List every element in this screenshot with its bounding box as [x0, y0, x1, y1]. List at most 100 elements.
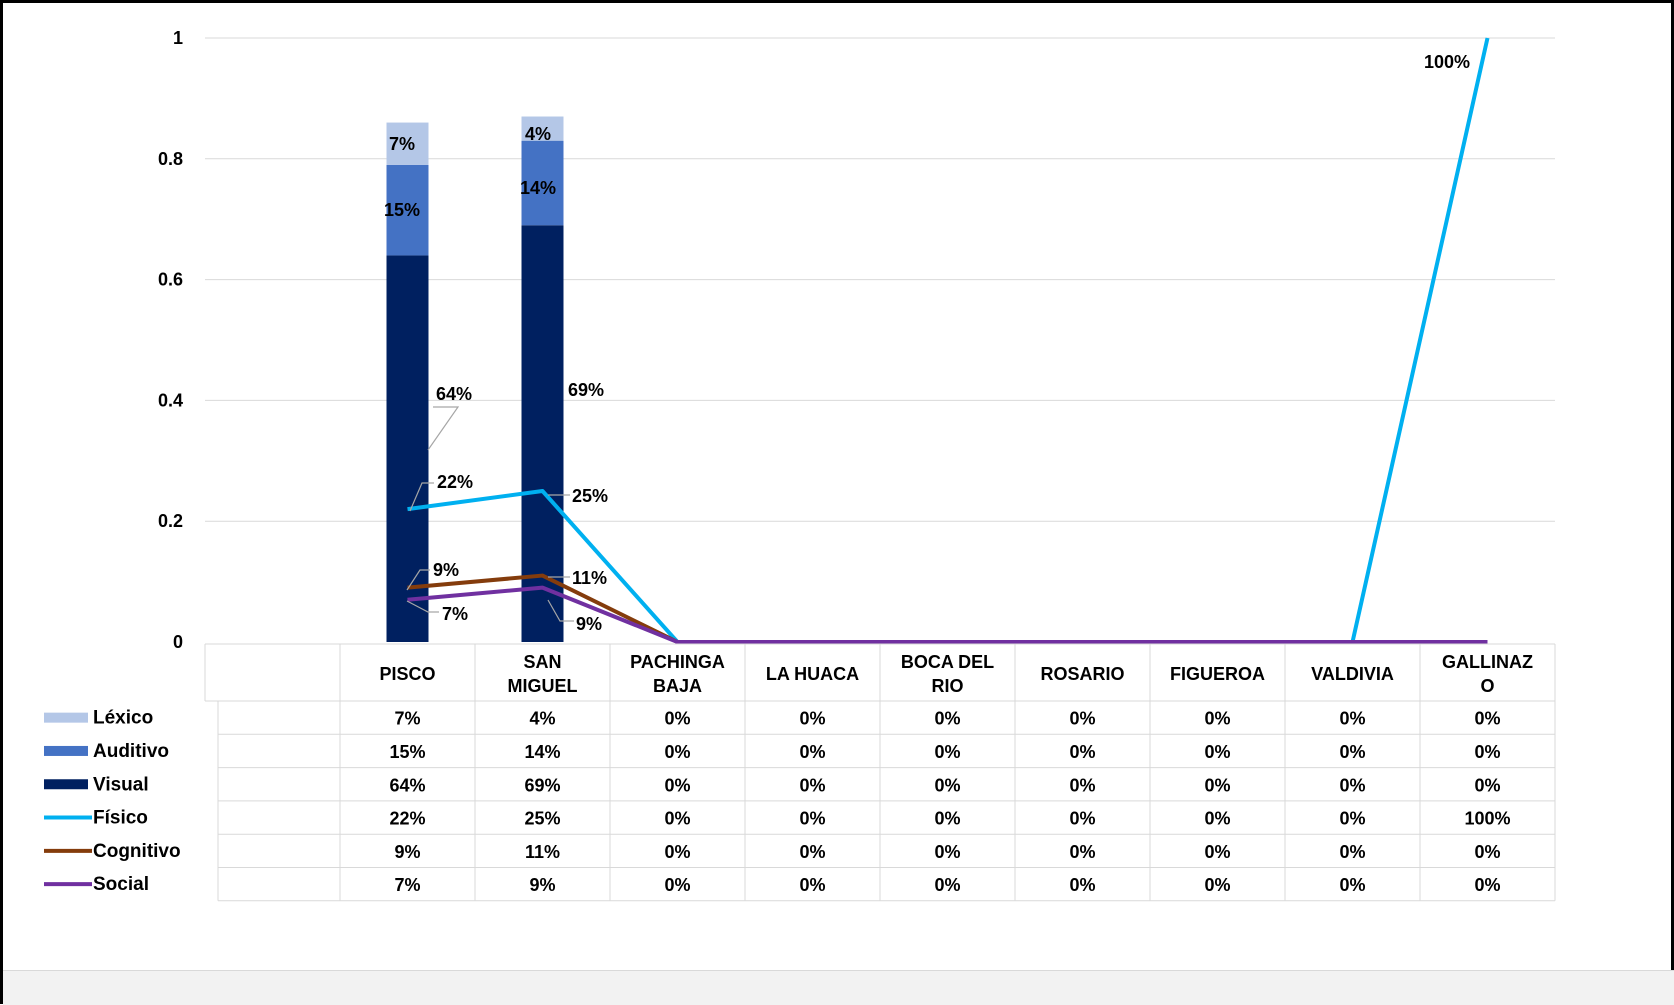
line-fisico — [407, 37, 1490, 644]
legend-label-fisico: Físico — [93, 808, 148, 829]
x-tick-boca-del-rio-line-2: RIO — [931, 676, 963, 696]
y-tick-0: 0 — [173, 632, 183, 652]
cell-lexico-san-miguel: 4% — [529, 709, 555, 729]
cell-fisico-figueroa: 0% — [1204, 809, 1230, 829]
cell-social-boca-del-rio: 0% — [934, 875, 960, 895]
y-axis: 0 0.2 0.4 0.6 0.8 1 — [158, 28, 183, 652]
legend-key-visual — [44, 779, 88, 790]
bar-series — [386, 116, 564, 643]
label-fisico-pisco: 22% — [437, 472, 473, 492]
cell-visual-rosario: 0% — [1069, 775, 1095, 795]
cell-visual-gallinazo: 0% — [1474, 775, 1500, 795]
label-visual-san-miguel: 69% — [568, 380, 604, 400]
cell-cognitivo-valdivia: 0% — [1339, 842, 1365, 862]
leader-social-pisco — [406, 600, 439, 613]
cell-lexico-la-huaca: 0% — [799, 709, 825, 729]
x-tick-pisco: PISCO — [379, 664, 435, 684]
cell-auditivo-san-miguel: 14% — [524, 742, 560, 762]
cell-auditivo-gallinazo: 0% — [1474, 742, 1500, 762]
cell-visual-pachinga-baja: 0% — [664, 775, 690, 795]
label-lexico-pisco: 7% — [389, 134, 415, 154]
legend-label-social: Social — [93, 874, 149, 895]
bar-auditivo-pisco — [386, 164, 429, 256]
leader-visual-pisco — [427, 406, 460, 451]
label-cognitivo-san-miguel: 11% — [572, 568, 607, 588]
x-tick-valdivia: VALDIVIA — [1311, 664, 1394, 684]
cell-cognitivo-figueroa: 0% — [1204, 842, 1230, 862]
data-table: PISCO SAN MIGUEL PACHINGA BAJA LA HUACA BOCA D… — [44, 643, 1556, 902]
cell-visual-figueroa: 0% — [1204, 775, 1230, 795]
cell-cognitivo-pachinga-baja: 0% — [664, 842, 690, 862]
cell-fisico-pachinga-baja: 0% — [664, 809, 690, 829]
cell-fisico-boca-del-rio: 0% — [934, 809, 960, 829]
x-tick-pachinga-baja-line-1: PACHINGA — [630, 652, 725, 672]
label-fisico-san-miguel: 25% — [572, 486, 608, 506]
x-tick-boca-del-rio-line-1: BOCA DEL — [901, 652, 994, 672]
cell-lexico-pachinga-baja: 0% — [664, 709, 690, 729]
cell-social-gallinazo: 0% — [1474, 875, 1500, 895]
cell-social-la-huaca: 0% — [799, 875, 825, 895]
cell-fisico-valdivia: 0% — [1339, 809, 1365, 829]
cell-social-rosario: 0% — [1069, 875, 1095, 895]
x-tick-figueroa: FIGUEROA — [1170, 664, 1265, 684]
cell-visual-la-huaca: 0% — [799, 775, 825, 795]
cell-cognitivo-san-miguel: 11% — [525, 842, 560, 862]
legend-key-lexico — [44, 712, 88, 723]
leader-fisico-pisco — [409, 482, 434, 512]
cell-visual-pisco: 64% — [389, 775, 425, 795]
cell-social-san-miguel: 9% — [529, 875, 555, 895]
line-social — [407, 585, 1488, 644]
cell-fisico-pisco: 22% — [389, 809, 425, 829]
cell-social-pachinga-baja: 0% — [664, 875, 690, 895]
cell-lexico-gallinazo: 0% — [1474, 709, 1500, 729]
cell-auditivo-valdivia: 0% — [1339, 742, 1365, 762]
cell-auditivo-figueroa: 0% — [1204, 742, 1230, 762]
line-series — [407, 37, 1490, 644]
bar-auditivo-san-miguel — [521, 140, 564, 226]
gridlines — [205, 37, 1555, 522]
x-tick-gallinazo-line-2: O — [1480, 676, 1494, 696]
cell-social-figueroa: 0% — [1204, 875, 1230, 895]
legend-key-auditivo — [44, 745, 88, 756]
bar-visual-san-miguel — [521, 225, 564, 643]
data-labels: 7% 15% 64% 22% 9% 7% 4% 14% 69% 25% 11% 9% 100% — [384, 52, 1470, 634]
cell-social-valdivia: 0% — [1339, 875, 1365, 895]
cell-auditivo-rosario: 0% — [1069, 742, 1095, 762]
cell-cognitivo-gallinazo: 0% — [1474, 842, 1500, 862]
x-tick-san-miguel-line-1: SAN — [523, 652, 561, 672]
cell-auditivo-pachinga-baja: 0% — [664, 742, 690, 762]
label-fisico-gallinazo: 100% — [1424, 52, 1470, 72]
cell-cognitivo-pisco: 9% — [394, 842, 420, 862]
label-visual-pisco: 64% — [436, 384, 472, 404]
bar-visual-pisco — [386, 255, 429, 642]
cell-fisico-gallinazo: 100% — [1464, 809, 1510, 829]
label-cognitivo-pisco: 9% — [433, 560, 459, 580]
cell-social-pisco: 7% — [394, 875, 420, 895]
bar-lexico-san-miguel — [521, 116, 564, 141]
y-tick-0-6: 0.6 — [158, 270, 183, 290]
cell-cognitivo-boca-del-rio: 0% — [934, 842, 960, 862]
cell-fisico-la-huaca: 0% — [799, 809, 825, 829]
y-tick-0-4: 0.4 — [158, 390, 183, 410]
cell-lexico-figueroa: 0% — [1204, 709, 1230, 729]
x-tick-gallinazo-line-1: GALLINAZ — [1442, 652, 1533, 672]
footer-band — [3, 970, 1674, 1005]
cell-auditivo-pisco: 15% — [389, 742, 425, 762]
cell-lexico-valdivia: 0% — [1339, 709, 1365, 729]
cell-cognitivo-rosario: 0% — [1069, 842, 1095, 862]
cell-lexico-rosario: 0% — [1069, 709, 1095, 729]
leader-cognitivo-pisco — [406, 569, 430, 591]
cell-fisico-san-miguel: 25% — [524, 809, 560, 829]
cell-visual-valdivia: 0% — [1339, 775, 1365, 795]
cell-cognitivo-la-huaca: 0% — [799, 842, 825, 862]
cell-visual-boca-del-rio: 0% — [934, 775, 960, 795]
label-auditivo-pisco: 15% — [384, 200, 420, 220]
y-tick-0-8: 0.8 — [158, 149, 183, 169]
leader-social-san-miguel — [547, 599, 574, 622]
x-tick-pachinga-baja-line-2: BAJA — [653, 676, 702, 696]
cell-visual-san-miguel: 69% — [524, 775, 560, 795]
line-cognitivo — [407, 573, 1488, 644]
cell-lexico-boca-del-rio: 0% — [934, 709, 960, 729]
